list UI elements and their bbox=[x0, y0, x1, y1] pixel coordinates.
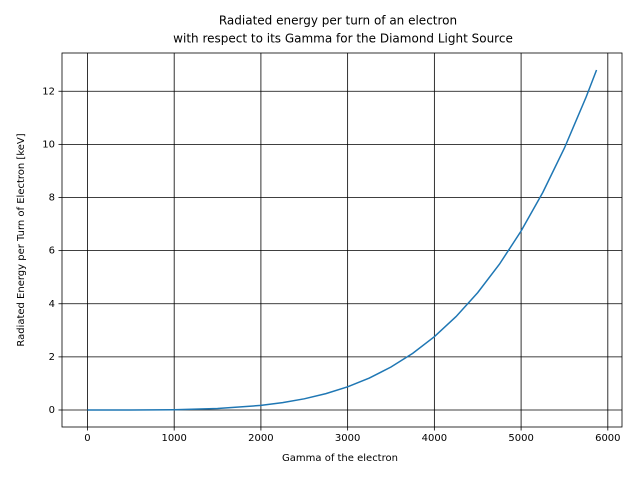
y-tick-label: 2 bbox=[49, 352, 55, 363]
chart-title: Radiated energy per turn of an electron bbox=[219, 14, 457, 28]
x-tick-label: 0 bbox=[84, 433, 90, 444]
plot-frame bbox=[61, 52, 623, 428]
x-tick-label: 3000 bbox=[335, 433, 360, 444]
x-tick-label: 5000 bbox=[508, 433, 533, 444]
y-tick-label: 8 bbox=[49, 193, 55, 204]
y-tick-label: 4 bbox=[49, 299, 55, 310]
x-axis-label: Gamma of the electron bbox=[282, 453, 398, 464]
data-line bbox=[87, 69, 598, 411]
x-tick-label: 4000 bbox=[422, 433, 447, 444]
y-tick-label: 0 bbox=[49, 405, 55, 416]
x-tick-label: 2000 bbox=[248, 433, 273, 444]
x-tick-label: 1000 bbox=[161, 433, 186, 444]
y-axis-label: Radiated Energy per Turn of Electron [ke… bbox=[16, 133, 27, 346]
y-tick-label: 10 bbox=[42, 139, 55, 150]
chart-subtitle: with respect to its Gamma for the Diamon… bbox=[173, 32, 513, 46]
x-tick-label: 6000 bbox=[595, 433, 620, 444]
y-tick-label: 12 bbox=[42, 86, 55, 97]
y-tick-label: 6 bbox=[49, 246, 55, 257]
